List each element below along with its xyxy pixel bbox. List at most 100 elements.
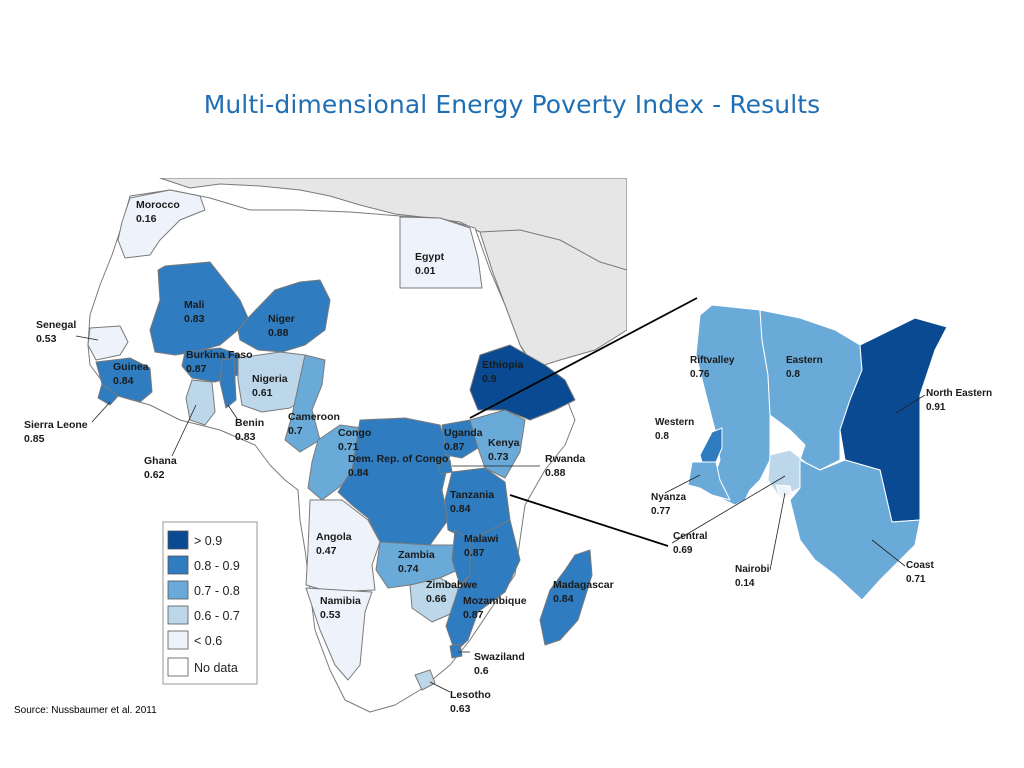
svg-text:0.14: 0.14: [735, 578, 755, 589]
label-value: 0.61: [252, 387, 273, 399]
label-name: Riftvalley: [690, 355, 735, 366]
label-value: 0.71: [338, 441, 359, 453]
kenya-map: [687, 304, 948, 601]
label-name: Swaziland: [474, 651, 525, 663]
label-value: 0.71: [906, 574, 926, 585]
label-value: 0.63: [450, 703, 471, 715]
svg-text:0.87: 0.87: [186, 363, 207, 375]
label-name: Namibia: [320, 595, 361, 607]
svg-text:Morocco: Morocco: [136, 199, 180, 211]
region-nairobi: [775, 484, 793, 499]
region-benin: [219, 357, 237, 409]
label-name: Kenya: [488, 437, 520, 449]
region-angola: [305, 499, 381, 593]
zoom-connector-bottom: [509, 494, 669, 547]
svg-text:Nairobi: Nairobi: [735, 564, 770, 575]
label-value: 0.76: [690, 369, 710, 380]
region-namibia: [305, 587, 373, 681]
label-value: 0.87: [186, 363, 207, 375]
svg-text:Sierra Leone: Sierra Leone: [24, 419, 88, 431]
region-ghana: [185, 379, 216, 426]
svg-text:0.01: 0.01: [415, 265, 436, 277]
svg-text:0.53: 0.53: [320, 609, 341, 621]
label-value: 0.16: [136, 213, 157, 225]
label-value: 0.74: [398, 563, 419, 575]
svg-text:0.83: 0.83: [235, 431, 256, 443]
svg-text:0.66: 0.66: [426, 593, 447, 605]
label-name: Mozambique: [463, 595, 527, 607]
svg-text:Dem. Rep. of Congo: Dem. Rep. of Congo: [348, 453, 448, 465]
svg-text:0.62: 0.62: [144, 469, 165, 481]
legend-label: 0.6 - 0.7: [194, 609, 240, 623]
svg-text:0.77: 0.77: [651, 506, 671, 517]
legend-swatch: [167, 657, 189, 677]
region-lesotho: [414, 669, 436, 691]
svg-text:Nigeria: Nigeria: [252, 373, 288, 385]
region-morocco: [117, 189, 206, 259]
svg-text:0.53: 0.53: [36, 333, 57, 345]
kenya-labels: Riftvalley 0.76 Eastern 0.8 North Easter…: [651, 355, 992, 589]
svg-text:Nyanza: Nyanza: [651, 492, 686, 503]
svg-text:Zambia: Zambia: [398, 549, 435, 561]
svg-text:North Eastern: North Eastern: [926, 388, 992, 399]
svg-text:Mali: Mali: [184, 299, 205, 311]
label-value: 0.83: [184, 313, 205, 325]
svg-text:Eastern: Eastern: [786, 355, 823, 366]
label-name: Lesotho: [450, 689, 491, 701]
label-value: 0.87: [464, 547, 485, 559]
svg-text:0.71: 0.71: [906, 574, 926, 585]
label-name: Burkina Faso: [186, 349, 253, 361]
svg-text:Malawi: Malawi: [464, 533, 499, 545]
label-value: 0.88: [545, 467, 566, 479]
label-name: Sierra Leone: [24, 419, 88, 431]
svg-text:Madagascar: Madagascar: [553, 579, 614, 591]
svg-text:Ethiopia: Ethiopia: [482, 359, 524, 371]
label-name: Tanzania: [450, 489, 494, 501]
svg-text:0.63: 0.63: [450, 703, 471, 715]
legend-label: 0.8 - 0.9: [194, 559, 240, 573]
legend-swatch: [167, 580, 189, 600]
label-name: Rwanda: [545, 453, 585, 465]
svg-text:0.8: 0.8: [655, 431, 669, 442]
label-name: Morocco: [136, 199, 180, 211]
label-name: Nigeria: [252, 373, 288, 385]
legend-swatch: [167, 530, 189, 550]
svg-text:0.9: 0.9: [482, 373, 497, 385]
zoom-connector-top: [469, 297, 698, 419]
map-legend: > 0.9 0.8 - 0.9 0.7 - 0.8 0.6 - 0.7 < 0.…: [162, 521, 258, 685]
svg-text:Mozambique: Mozambique: [463, 595, 527, 607]
label-value: 0.53: [36, 333, 57, 345]
svg-text:Ghana: Ghana: [144, 455, 177, 467]
region-sierra-leone: [97, 383, 119, 406]
svg-text:0.88: 0.88: [268, 327, 289, 339]
svg-text:Riftvalley: Riftvalley: [690, 355, 735, 366]
label-value: 0.01: [415, 265, 436, 277]
label-value: 0.14: [735, 578, 755, 589]
legend-swatch: [167, 605, 189, 625]
region-western: [699, 427, 723, 463]
region-mozambique: [445, 519, 521, 653]
label-name: North Eastern: [926, 388, 992, 399]
label-name: Madagascar: [553, 579, 614, 591]
region-eastern: [759, 309, 863, 471]
africa-leader-lines: [75, 335, 540, 693]
region-uganda: [441, 419, 479, 459]
legend-label: 0.7 - 0.8: [194, 584, 240, 598]
svg-text:Guinea: Guinea: [113, 361, 149, 373]
svg-text:Western: Western: [655, 417, 694, 428]
label-name: Eastern: [786, 355, 823, 366]
label-value: 0.85: [24, 433, 45, 445]
label-name: Angola: [316, 531, 352, 543]
svg-text:Lesotho: Lesotho: [450, 689, 491, 701]
svg-text:0.74: 0.74: [398, 563, 419, 575]
region-niger: [237, 279, 331, 353]
svg-text:Central: Central: [673, 531, 708, 542]
page-title: Multi-dimensional Energy Poverty Index -…: [203, 90, 821, 119]
label-name: Benin: [235, 417, 264, 429]
legend-label: No data: [194, 661, 238, 675]
svg-text:0.71: 0.71: [338, 441, 359, 453]
label-name: Nairobi: [735, 564, 770, 575]
label-name: Western: [655, 417, 694, 428]
label-name: Niger: [268, 313, 295, 325]
label-value: 0.53: [320, 609, 341, 621]
